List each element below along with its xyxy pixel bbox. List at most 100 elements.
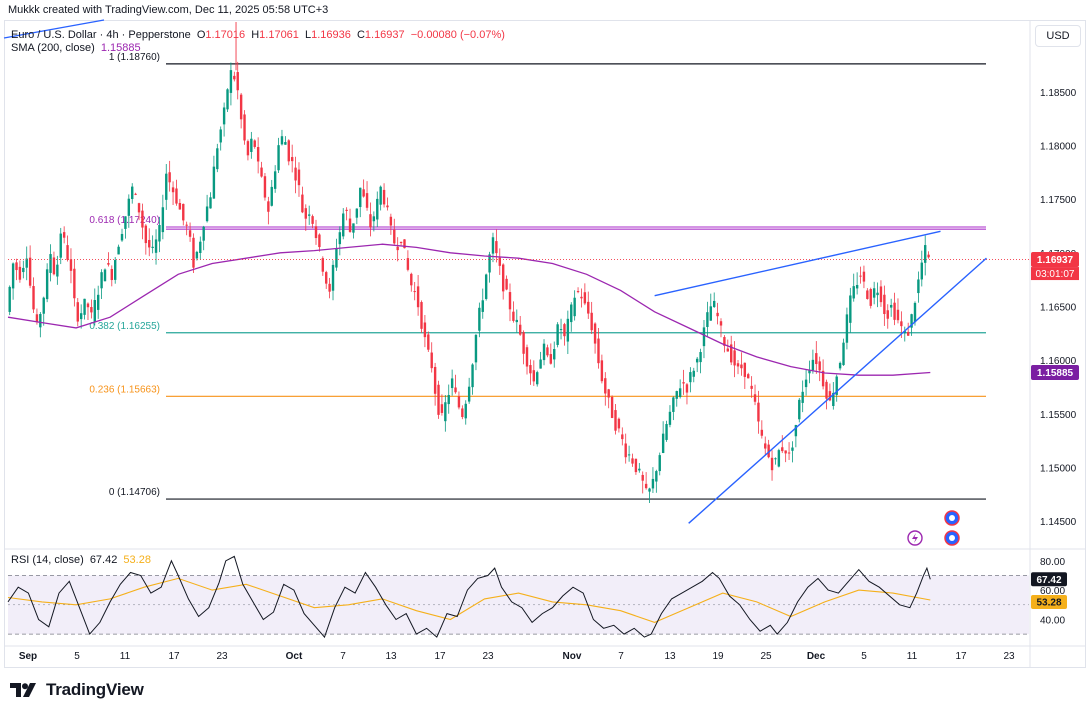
last-price-badge-bg bbox=[1031, 252, 1079, 268]
rsi-ma-badge-bg bbox=[1031, 594, 1067, 609]
candle-body bbox=[39, 314, 42, 328]
candle-body bbox=[420, 302, 423, 329]
ohlc-high: H1.17061 bbox=[251, 29, 299, 41]
candle-body bbox=[304, 208, 307, 219]
candle-body bbox=[648, 488, 651, 492]
candle-body bbox=[369, 214, 372, 228]
candle-body bbox=[559, 329, 563, 331]
candle-body bbox=[331, 264, 335, 291]
symbol-legend[interactable]: Euro / U.S. Dollar · 4h · Pepperstone O1… bbox=[11, 29, 508, 41]
candle-body bbox=[168, 172, 171, 183]
candle-body bbox=[641, 474, 644, 481]
time-tick-label: 23 bbox=[1003, 651, 1015, 662]
candle-body bbox=[658, 455, 661, 472]
candle-body bbox=[73, 268, 76, 299]
price-tick-label: 1.15000 bbox=[1040, 463, 1077, 474]
candle-body bbox=[767, 444, 770, 458]
candle-body bbox=[297, 169, 301, 186]
wedge-upper-trendline bbox=[654, 230, 941, 297]
time-tick-label: 7 bbox=[340, 651, 346, 662]
candle-body bbox=[512, 311, 515, 321]
candle-body bbox=[471, 364, 474, 388]
candle-body bbox=[709, 306, 712, 321]
candle-body bbox=[86, 303, 90, 308]
candle-body bbox=[15, 262, 18, 271]
candle-body bbox=[573, 297, 576, 317]
tradingview-logo[interactable]: TradingView bbox=[10, 680, 144, 700]
economic-event-icon-dot bbox=[949, 515, 955, 521]
candle-body bbox=[165, 173, 168, 200]
candle-body bbox=[158, 225, 161, 242]
candle-body bbox=[427, 334, 430, 350]
candle-body bbox=[886, 310, 889, 319]
candle-body bbox=[631, 458, 634, 464]
candle-body bbox=[447, 394, 450, 405]
candle-body bbox=[580, 296, 583, 299]
rsi-legend[interactable]: RSI (14, close) 67.42 53.28 bbox=[11, 554, 154, 566]
time-tick-label: 5 bbox=[74, 651, 80, 662]
top-bar: Mukkk created with TradingView.com, Dec … bbox=[0, 0, 1092, 20]
candle-body bbox=[685, 384, 689, 393]
time-tick-label: 17 bbox=[434, 651, 446, 662]
candle-body bbox=[399, 241, 403, 244]
time-tick-label: Sep bbox=[19, 651, 37, 662]
candle-body bbox=[403, 239, 406, 249]
candle-body bbox=[389, 216, 393, 226]
lightning-icon bbox=[912, 533, 918, 543]
candle-body bbox=[376, 198, 379, 220]
time-tick-label: 17 bbox=[955, 651, 967, 662]
candle-body bbox=[103, 269, 107, 282]
candle-body bbox=[444, 402, 447, 422]
chart-frame bbox=[4, 20, 1086, 668]
candle-body bbox=[250, 138, 253, 152]
candle-body bbox=[872, 288, 876, 298]
candle-body bbox=[66, 245, 69, 260]
candle-body bbox=[862, 271, 866, 282]
candle-body bbox=[124, 216, 127, 229]
sma-legend[interactable]: SMA (200, close) 1.15885 bbox=[11, 42, 144, 54]
candle-body bbox=[675, 391, 678, 399]
fib-level-label: 0.382 (1.16255) bbox=[89, 321, 160, 332]
candle-body bbox=[96, 294, 100, 310]
time-tick-label: Nov bbox=[563, 651, 582, 662]
candle-body bbox=[307, 214, 311, 216]
candle-body bbox=[638, 468, 641, 471]
candle-body bbox=[488, 254, 491, 273]
candle-body bbox=[205, 206, 209, 222]
candle-body bbox=[525, 347, 529, 367]
candle-body bbox=[423, 322, 427, 338]
chart-credit: Mukkk created with TradingView.com, Dec … bbox=[8, 4, 329, 16]
candle-body bbox=[546, 347, 549, 356]
candle-body bbox=[359, 187, 362, 208]
candle-body bbox=[876, 292, 879, 296]
rsi-tick-label: 40.00 bbox=[1040, 615, 1065, 626]
candle-body bbox=[699, 352, 702, 363]
candle-body bbox=[828, 391, 832, 401]
candle-body bbox=[661, 433, 665, 454]
candle-body bbox=[549, 354, 553, 364]
candle-body bbox=[161, 207, 165, 233]
candle-body bbox=[750, 385, 753, 389]
candle-body bbox=[318, 234, 321, 248]
candle-body bbox=[294, 167, 297, 181]
candle-body bbox=[437, 384, 440, 415]
sma-value: 1.15885 bbox=[100, 42, 141, 54]
candle-body bbox=[226, 89, 229, 110]
candle-body bbox=[110, 268, 114, 281]
candle-body bbox=[393, 229, 396, 244]
time-tick-label: 17 bbox=[168, 651, 180, 662]
candle-body bbox=[171, 187, 175, 193]
candle-body bbox=[127, 198, 131, 216]
candle-body bbox=[229, 70, 233, 93]
candle-body bbox=[910, 314, 913, 328]
time-tick-label: 19 bbox=[712, 651, 724, 662]
ohlc-close: C1.16937 bbox=[356, 29, 405, 41]
currency-button[interactable]: USD bbox=[1035, 25, 1081, 47]
candle-body bbox=[787, 452, 791, 454]
last-price-badge: 1.16937 bbox=[1037, 255, 1074, 266]
time-tick-label: 13 bbox=[664, 651, 676, 662]
candle-body bbox=[719, 321, 723, 326]
ohlc-open: O1.17016 bbox=[196, 29, 246, 41]
candle-body bbox=[287, 140, 290, 162]
